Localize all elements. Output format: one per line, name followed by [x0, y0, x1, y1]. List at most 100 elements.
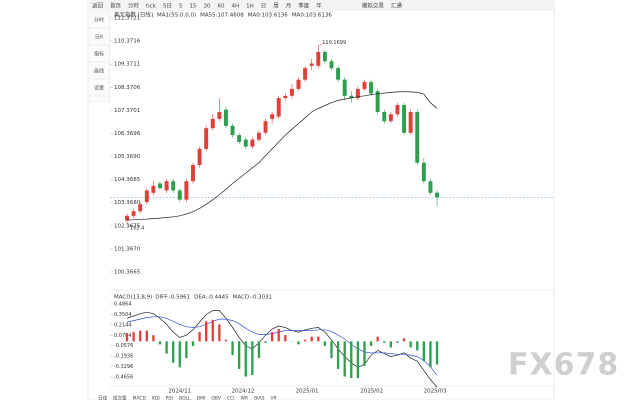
toolbar-item[interactable]: 周 — [273, 3, 279, 10]
bottom-tab[interactable]: OBV — [211, 396, 221, 400]
macd-bar — [383, 341, 386, 343]
macd-bar — [125, 333, 129, 342]
toolbar-item[interactable]: 月 — [286, 3, 292, 10]
candle-body — [230, 125, 235, 136]
x-tick-label: 2024/11 — [168, 389, 191, 395]
macd-bar — [218, 324, 221, 342]
macd-bar — [422, 341, 426, 362]
macd-bar — [198, 332, 201, 342]
toolbar-item[interactable]: 30 — [203, 4, 210, 10]
candle-body — [296, 79, 301, 89]
side-menu-item[interactable]: 分时 — [94, 17, 104, 24]
candle-body — [362, 81, 367, 89]
side-menu-item[interactable]: 画线 — [94, 68, 104, 75]
macd-bar — [409, 341, 412, 348]
y-tick-label: 0.3504 — [114, 312, 132, 318]
toolbar-item[interactable]: 5日 — [163, 3, 172, 10]
candle-body — [184, 181, 189, 200]
toolbar-item[interactable]: 15 — [189, 4, 196, 10]
y-tick-label: 108.3706 — [114, 85, 141, 91]
candle-body — [164, 181, 169, 191]
bottom-tab[interactable]: BOLL — [179, 396, 191, 400]
macd-bar — [139, 330, 142, 342]
candle-body — [131, 211, 136, 216]
y-tick-label: -0.4656 — [114, 375, 133, 381]
candle-body — [336, 68, 341, 80]
toolbar-item[interactable]: 年 — [316, 2, 322, 10]
indicator-label: MA1(55,0,0,0) — [157, 13, 196, 19]
toolbar-item[interactable]: 4H — [231, 4, 239, 10]
toolbar-item[interactable]: 日 — [261, 3, 267, 10]
candle-body — [243, 139, 248, 147]
candle-body — [303, 68, 308, 80]
bottom-tab[interactable]: MACD — [133, 396, 147, 400]
bottom-tab[interactable]: DMI — [197, 396, 206, 400]
bottom-tab[interactable]: RSI — [166, 396, 173, 400]
x-tick-label: 2025/03 — [424, 389, 447, 395]
macd-bar — [205, 321, 208, 342]
toolbar-item[interactable]: 5 — [179, 4, 183, 10]
bottom-tab[interactable]: WR — [241, 396, 249, 400]
y-tick-label: 107.3701 — [114, 108, 140, 114]
macd-bar — [191, 341, 195, 346]
macd-bar — [356, 341, 360, 379]
toolbar-item[interactable]: 60 — [217, 4, 224, 10]
legend-extra: MA0:103.6136 — [248, 13, 289, 19]
side-menu-item[interactable]: 日K — [95, 35, 104, 41]
candle-body — [276, 98, 281, 117]
candle-body — [349, 95, 354, 99]
chart-frame — [87, 0, 555, 400]
candle-body — [283, 95, 288, 99]
candle-body — [289, 88, 294, 96]
macd-line — [126, 310, 438, 388]
bottom-tab[interactable]: VR — [270, 396, 276, 400]
side-menu — [87, 11, 111, 103]
bottom-tab[interactable]: KDJ — [152, 396, 160, 400]
bottom-tab[interactable]: 日线 — [98, 395, 107, 400]
legend-value: -0.3031 — [251, 295, 272, 301]
candle-body — [125, 215, 129, 221]
bottom-tab[interactable]: CCI — [227, 396, 235, 400]
macd-bar — [270, 332, 274, 342]
x-tick-label: 2025/01 — [296, 389, 319, 395]
candle-body — [402, 105, 407, 133]
toolbar-item[interactable]: 首页 — [110, 2, 122, 10]
candle-body — [158, 183, 162, 189]
side-menu-item[interactable]: 指标 — [94, 51, 104, 58]
macd-bar — [165, 341, 168, 354]
legend-value: -0.4445 — [207, 295, 229, 301]
bottom-tab[interactable]: 成交量 — [113, 395, 127, 400]
macd-bar — [350, 341, 353, 379]
toolbar-item[interactable]: 季度 — [298, 2, 310, 10]
candle-body — [309, 63, 314, 66]
y-tick-label: 102.3675 — [114, 223, 141, 229]
toolbar — [88, 0, 554, 11]
toolbar-item[interactable]: tick — [146, 4, 157, 10]
min-marker — [126, 224, 131, 228]
macd-bar — [429, 341, 432, 368]
y-tick-label: -0.0576 — [114, 343, 133, 349]
candle-body — [177, 190, 182, 200]
candle-body — [342, 79, 347, 96]
toolbar-item[interactable]: 汇通 — [391, 2, 403, 10]
legend-name: MACD: — [233, 295, 251, 301]
toolbar-item[interactable]: 分时 — [128, 2, 140, 10]
y-tick-label: 105.3690 — [114, 154, 141, 160]
candle-body — [355, 88, 360, 99]
candle-body — [395, 105, 400, 115]
macd-bar — [251, 341, 254, 376]
macd-bar — [343, 341, 346, 377]
macd-bar — [435, 341, 439, 365]
macd-bar — [211, 319, 214, 342]
macd-title: MACD(13,8,9) — [114, 295, 152, 301]
ma-line — [126, 91, 438, 221]
toolbar-item[interactable]: 返回 — [92, 3, 104, 10]
side-menu-item[interactable]: 设置 — [94, 85, 104, 92]
macd-bar — [363, 341, 366, 366]
candle-body — [421, 162, 426, 182]
y-tick-label: 100.3665 — [114, 270, 141, 276]
toolbar-item[interactable]: 模拟交易 — [362, 2, 384, 10]
toolbar-item[interactable]: 1H — [246, 4, 254, 10]
bottom-tab[interactable]: BIAS — [254, 396, 264, 400]
